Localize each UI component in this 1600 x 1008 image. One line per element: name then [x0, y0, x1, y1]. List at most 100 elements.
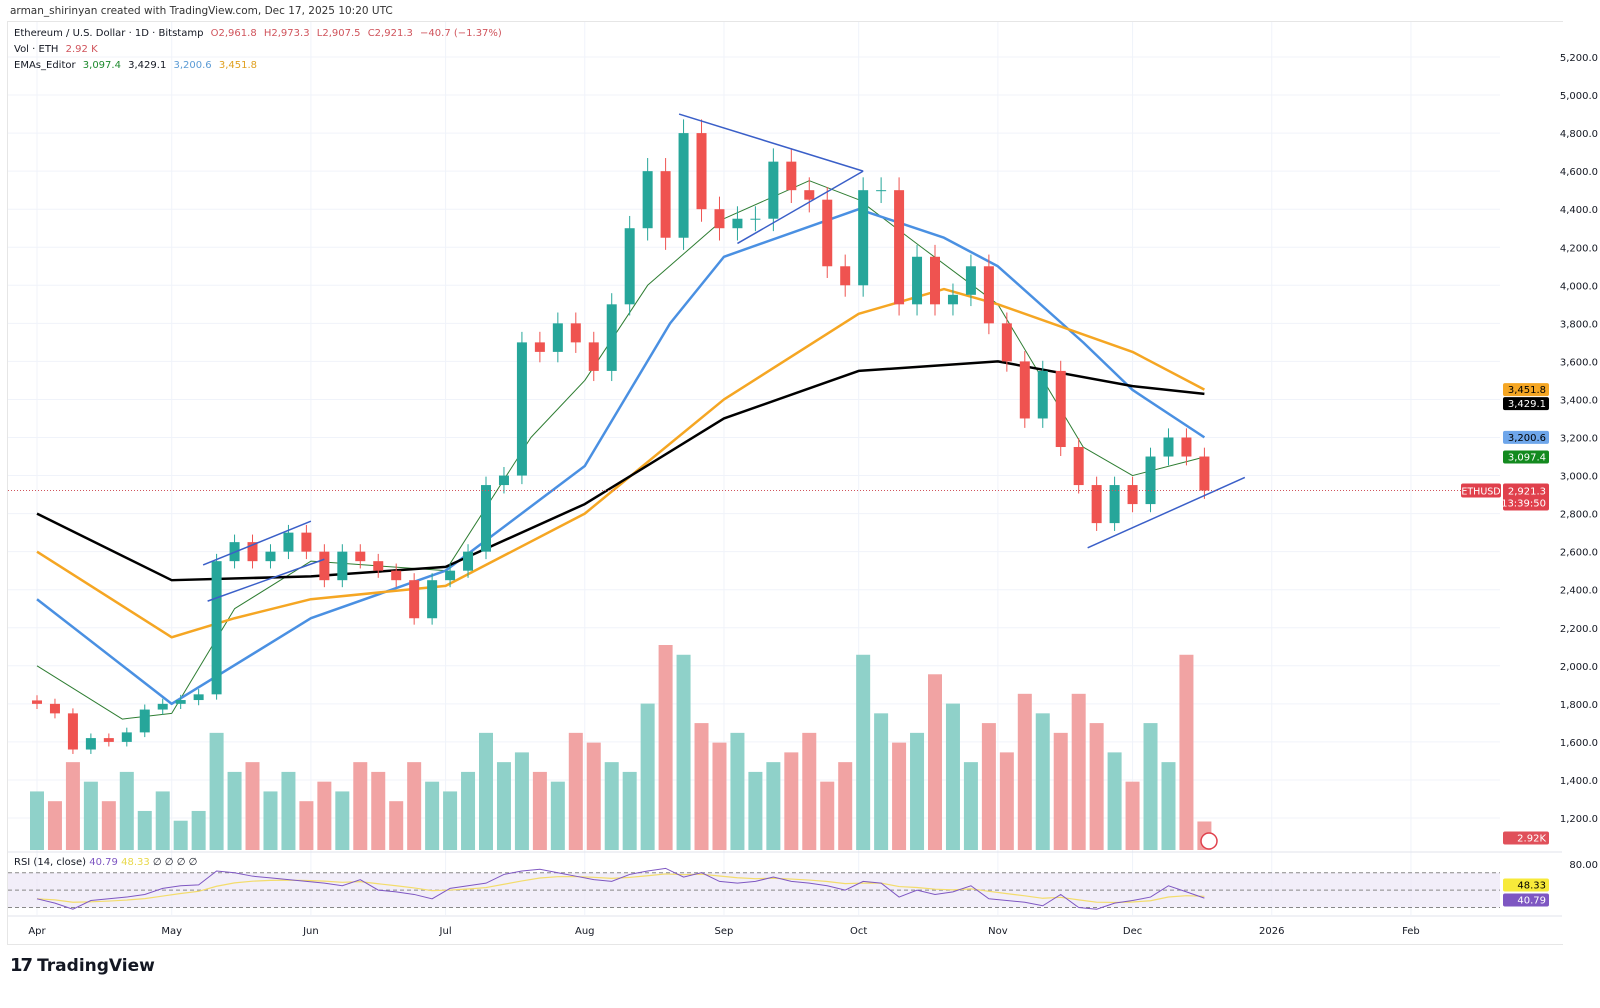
ema50-badge: 3,200.6: [1508, 433, 1546, 444]
price-tick-label: 2,800.0: [1560, 510, 1598, 521]
price-tick-label: 1,600.0: [1560, 738, 1598, 749]
rsi-line: [36, 867, 1205, 910]
tradingview-logo[interactable]: 17 TradingView: [10, 955, 155, 976]
volume-bar: [443, 791, 458, 850]
symbol-title: Ethereum / U.S. Dollar · 1D · Bitstamp: [14, 28, 204, 39]
candle-body: [498, 475, 509, 486]
volume-bar: [514, 752, 529, 850]
candle-body: [678, 133, 689, 238]
volume-bar: [389, 801, 404, 850]
candle-body: [1127, 485, 1138, 505]
candle-body: [373, 561, 384, 571]
candle-body: [1199, 456, 1210, 491]
tradingview-logo-icon: 17: [10, 955, 33, 976]
candle-body: [786, 161, 797, 191]
volume-bar: [479, 732, 493, 850]
volume-bar: [496, 762, 511, 850]
candle-body: [265, 551, 276, 562]
candle-body: [193, 694, 204, 701]
ema-legend-row[interactable]: EMAs_Editor 3,097.4 3,429.1 3,200.6 3,45…: [14, 58, 506, 74]
volume-bar: [820, 781, 835, 850]
candle-body: [804, 190, 815, 200]
rsi-legend[interactable]: RSI (14, close) 40.79 48.33 ∅ ∅ ∅ ∅: [14, 857, 197, 868]
candle-body: [283, 532, 294, 552]
volume-bar: [999, 752, 1014, 850]
ema200-badge-bg: [1503, 397, 1549, 411]
candle-body: [876, 190, 887, 192]
volume-bar: [353, 762, 368, 850]
volume-bar: [586, 742, 601, 850]
candle-body: [534, 342, 545, 352]
ema50-badge-bg: [1503, 430, 1549, 444]
time-tick-label: Dec: [1123, 926, 1142, 937]
candle-body: [894, 190, 905, 305]
volume-bar: [1107, 752, 1122, 850]
price-tick-label: 4,600.0: [1560, 167, 1598, 178]
ohlc-close: C2,921.3: [367, 28, 413, 39]
volume-bar: [1035, 713, 1050, 850]
candle-body: [1109, 485, 1120, 524]
price-tick-label: 4,000.0: [1560, 281, 1598, 292]
candle-body: [1073, 447, 1084, 486]
volume-bar: [784, 752, 799, 850]
price-tick-label: 2,600.0: [1560, 548, 1598, 559]
volume-bar: [1161, 762, 1176, 850]
countdown-badge: 13:39:50: [1501, 499, 1546, 510]
price-tick-label: 1,800.0: [1560, 700, 1598, 711]
volume-bar: [604, 762, 619, 850]
volume-bar: [1179, 654, 1194, 850]
candle-body: [588, 342, 599, 371]
price-tick-label: 1,200.0: [1560, 814, 1598, 825]
price-tick-label: 3,000.0: [1560, 472, 1598, 483]
time-tick-label: Apr: [28, 926, 46, 937]
volume-bar: [694, 723, 709, 850]
volume-bar: [191, 810, 206, 850]
volume-bar: [335, 791, 350, 850]
rsi-label: RSI (14, close): [14, 857, 87, 868]
symbol-legend-row[interactable]: Ethereum / U.S. Dollar · 1D · Bitstamp O…: [14, 26, 506, 42]
volume-bar: [712, 742, 727, 850]
price-tick-label: 2,000.0: [1560, 662, 1598, 673]
volume-bar: [892, 742, 907, 850]
volume-legend-row[interactable]: Vol · ETH 2.92 K: [14, 42, 506, 58]
candle-body: [1019, 361, 1030, 419]
rsi-badge-bg: [1503, 893, 1549, 907]
volume-bar: [209, 732, 224, 850]
volume-label: Vol · ETH: [14, 44, 59, 55]
candle-body: [983, 266, 994, 324]
price-tick-label: 3,800.0: [1560, 319, 1598, 330]
volume-bar: [856, 654, 871, 850]
candle-body: [822, 199, 833, 267]
volume-bar: [963, 762, 978, 850]
ema200-value: 3,429.1: [128, 60, 167, 71]
time-tick-label: Nov: [988, 926, 1008, 937]
candle-body: [247, 542, 258, 562]
volume-bar: [119, 771, 134, 850]
candle-body: [1163, 437, 1174, 457]
ema20-value: 3,097.4: [82, 60, 121, 71]
time-tick-label: Oct: [850, 926, 867, 937]
volume-bar: [550, 781, 565, 850]
ema100-badge-bg: [1503, 383, 1549, 397]
volume-badge: 2.92K: [1517, 834, 1546, 845]
candle-body: [337, 551, 348, 581]
chart-credit: arman_shirinyan created with TradingView…: [10, 5, 393, 17]
volume-bar: [1017, 693, 1032, 850]
volume-bar: [263, 791, 278, 850]
time-tick-label: Jun: [302, 926, 319, 937]
us-flag-icon: [1200, 832, 1218, 850]
candle-body: [714, 209, 725, 229]
volume-bar: [101, 801, 116, 850]
price-tick-label: 4,400.0: [1560, 205, 1598, 216]
candle-body: [391, 570, 402, 581]
volume-bar: [227, 771, 242, 850]
time-tick-label: Aug: [575, 926, 595, 937]
volume-bar: [981, 723, 996, 850]
time-tick-label: Sep: [715, 926, 734, 937]
volume-bar: [622, 771, 637, 850]
price-tick-label: 2,200.0: [1560, 624, 1598, 635]
volume-bar: [371, 771, 386, 850]
candle-body: [750, 218, 761, 220]
rsi-ma-badge-bg: [1503, 878, 1549, 892]
